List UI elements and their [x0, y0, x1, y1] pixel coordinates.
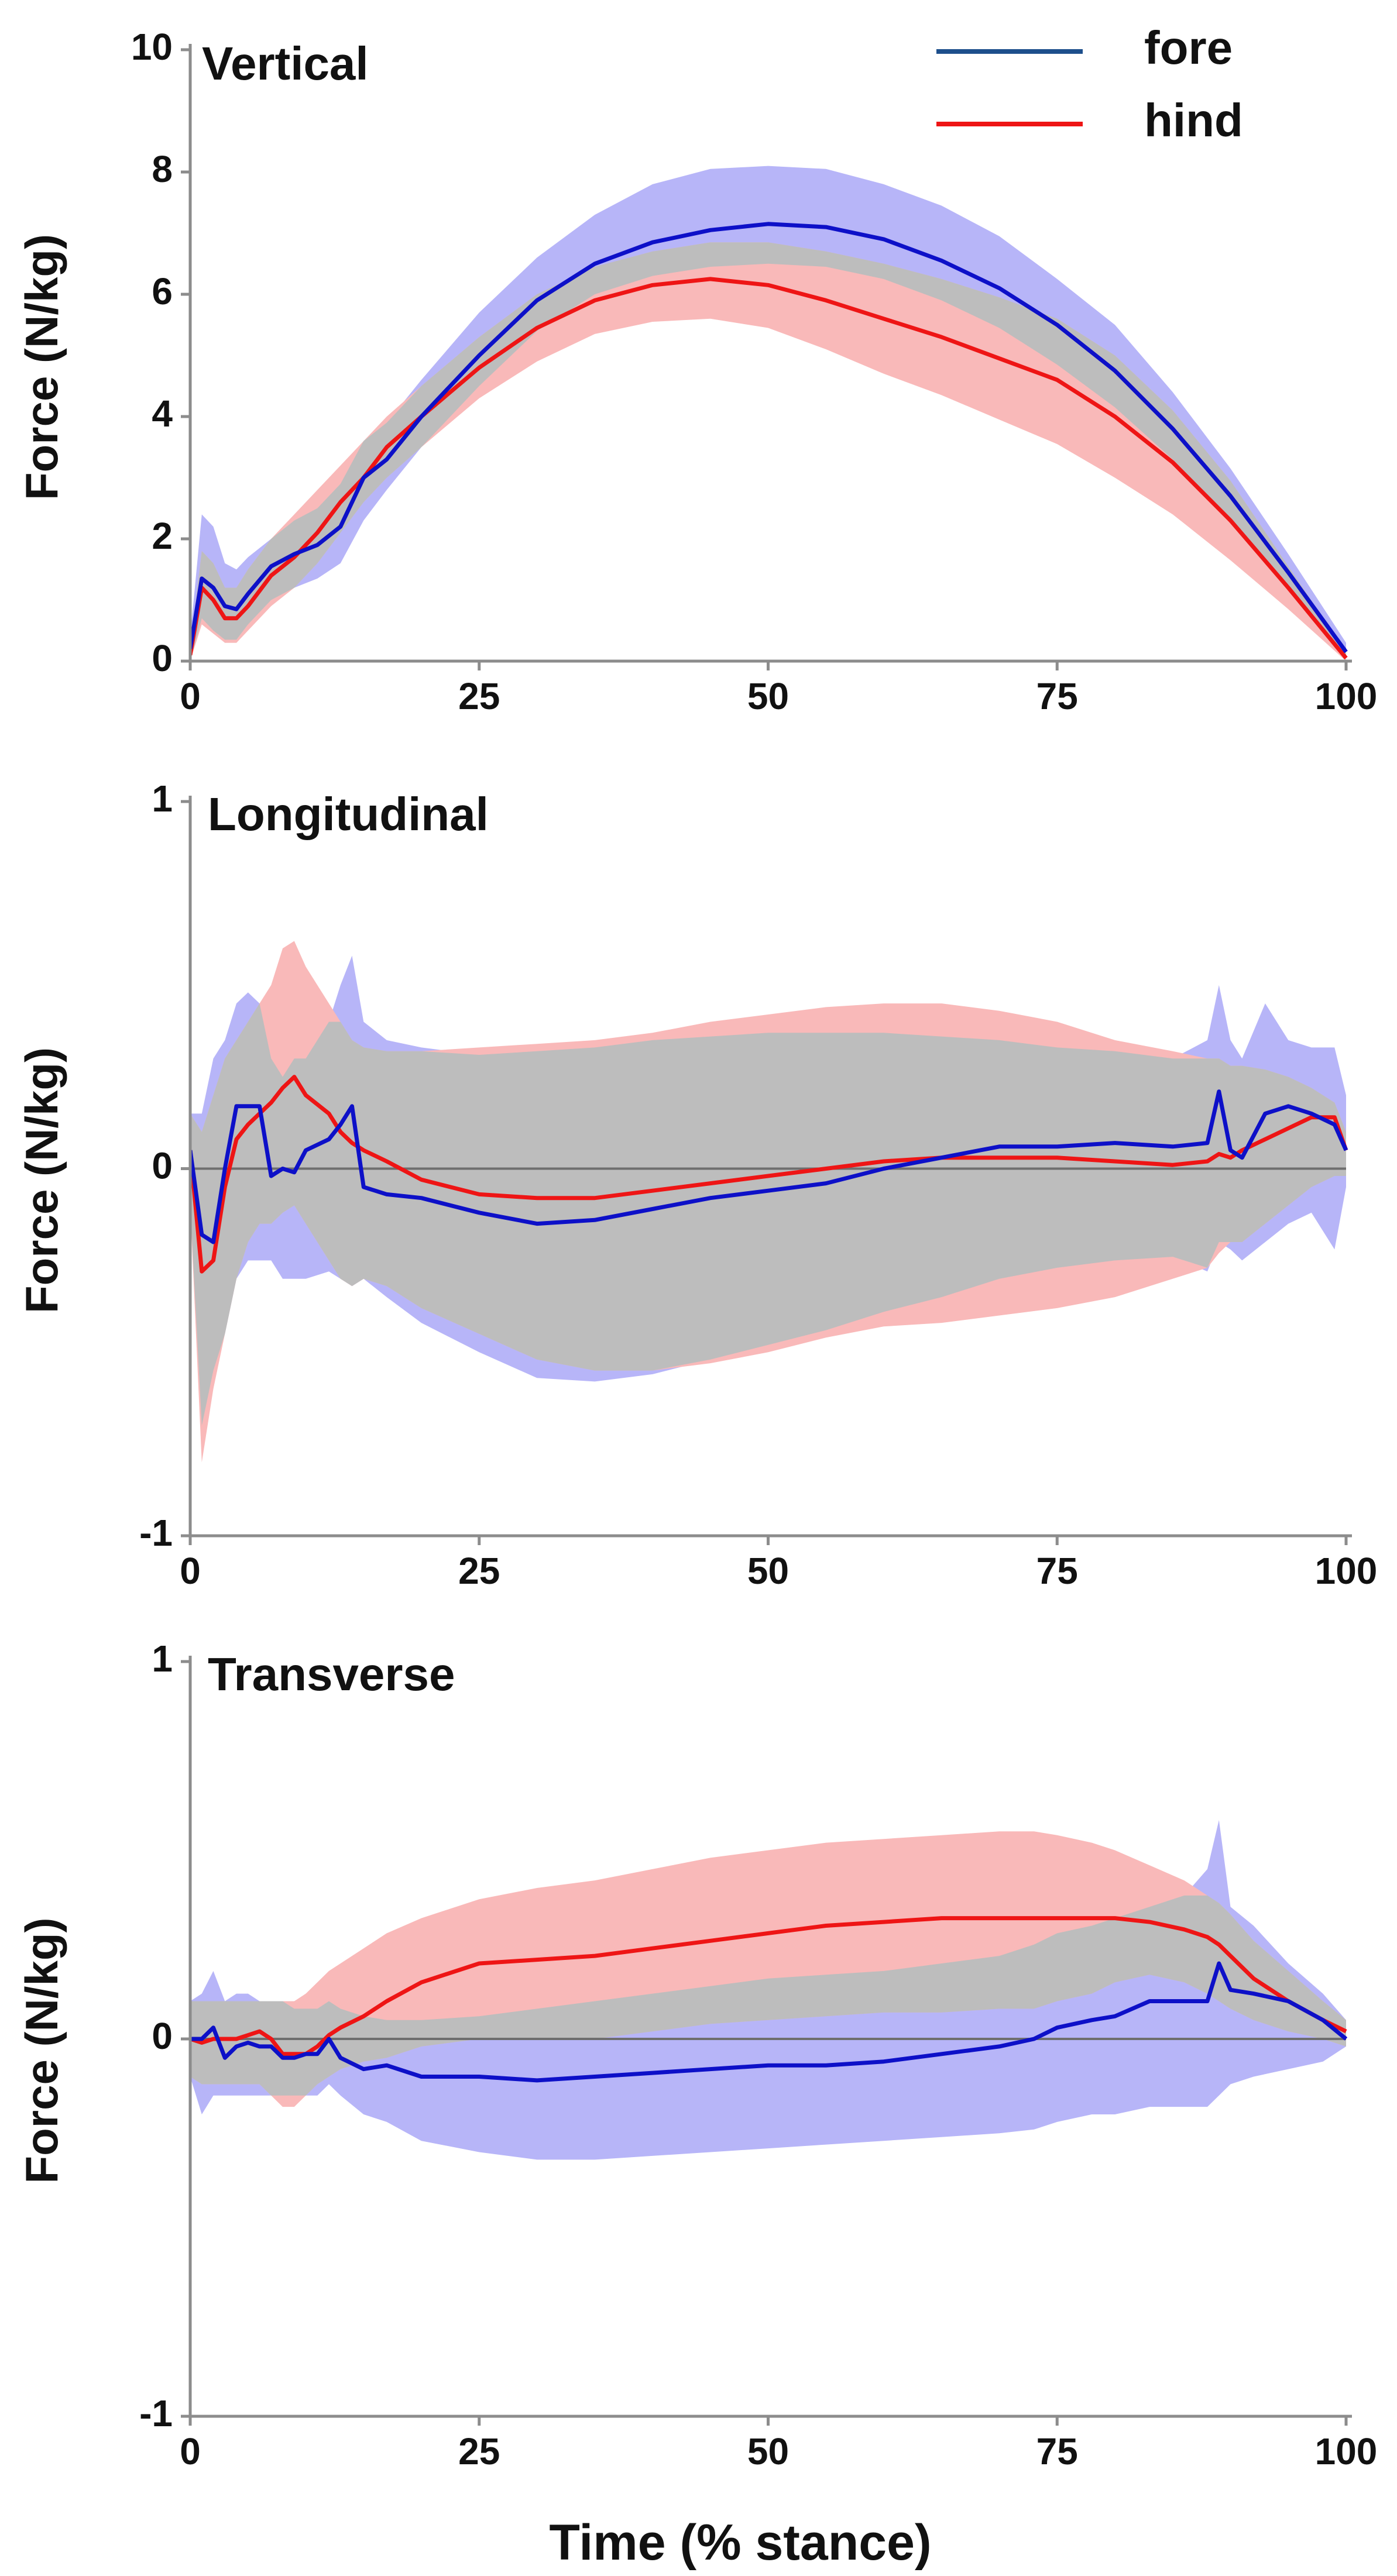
x-tick-label: 50 [747, 1550, 789, 1592]
x-tick-label: 0 [180, 2430, 201, 2472]
x-tick-label: 100 [1315, 1550, 1378, 1592]
y-tick-label: 10 [131, 26, 173, 68]
y-tick-label: 6 [152, 270, 173, 312]
y-tick-label: 2 [152, 515, 173, 557]
y-axis-title: Force (N/kg) [16, 234, 67, 500]
x-tick-label: 25 [458, 675, 500, 717]
x-tick-label: 50 [747, 2430, 789, 2472]
x-tick-label: 75 [1036, 675, 1078, 717]
panel-title: Longitudinal [208, 788, 489, 840]
hind-mean-line [190, 277, 1348, 660]
y-tick-label: 1 [152, 778, 173, 820]
x-tick-label: 25 [458, 2430, 500, 2472]
fore-mean-line [190, 222, 1348, 654]
x-tick-label: 50 [747, 675, 789, 717]
y-tick-label: -1 [139, 2392, 173, 2434]
panel-title: Vertical [202, 37, 369, 90]
overlap-sd-band [190, 1895, 1346, 2096]
overlap-sd-band [190, 1003, 1346, 1426]
legend-hind-label: hind [1144, 94, 1243, 146]
fore-sd-band [190, 166, 1346, 662]
plot-area [190, 1820, 1348, 2160]
y-tick-label: 0 [152, 1144, 173, 1186]
legend-fore-label: fore [1144, 22, 1233, 74]
fore-mean-line [190, 1089, 1348, 1244]
legend: fore hind [936, 22, 1243, 146]
x-tick-label: 100 [1315, 2430, 1378, 2472]
x-axis-title: Time (% stance) [549, 2515, 931, 2571]
y-tick-label: 0 [152, 2015, 173, 2057]
x-tick-label: 0 [180, 675, 201, 717]
y-tick-label: -1 [139, 1512, 173, 1554]
y-tick-label: 8 [152, 148, 173, 190]
hind-mean-line [190, 1075, 1348, 1274]
plot-area [190, 166, 1348, 662]
hind-mean-line [190, 1916, 1347, 2056]
panel-title: Transverse [208, 1648, 455, 1700]
x-tick-label: 75 [1036, 1550, 1078, 1592]
y-tick-label: 4 [152, 393, 173, 435]
x-tick-label: 75 [1036, 2430, 1078, 2472]
overlap-sd-band [190, 242, 1346, 661]
y-axis-title: Force (N/kg) [16, 1047, 67, 1313]
y-tick-label: 0 [152, 637, 173, 679]
y-axis-title: Force (N/kg) [16, 1917, 67, 2183]
plot-area [190, 941, 1348, 1463]
x-tick-label: 0 [180, 1550, 201, 1592]
y-tick-label: 1 [152, 1638, 173, 1680]
x-tick-label: 100 [1315, 675, 1378, 717]
x-tick-label: 25 [458, 1550, 500, 1592]
fore-mean-line [190, 1961, 1348, 2083]
